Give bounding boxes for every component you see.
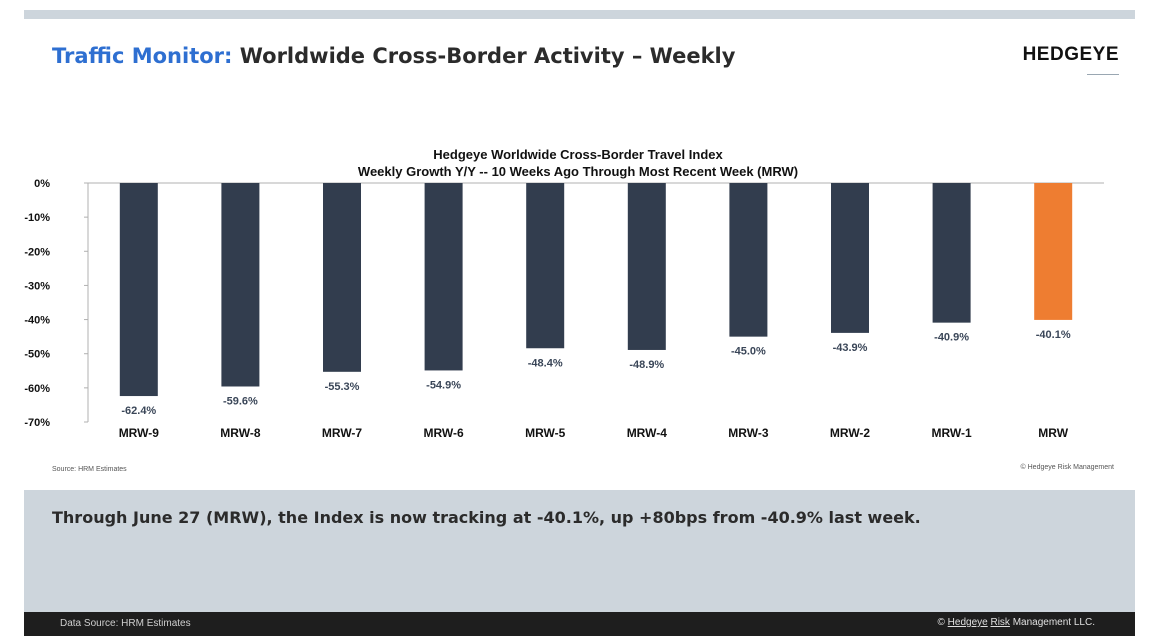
footer-copyright-prefix: ©	[937, 617, 948, 628]
footer-copyright-hedgeye: Hedgeye	[947, 617, 988, 628]
chart-title: Hedgeye Worldwide Cross-Border Travel In…	[433, 147, 723, 162]
summary-text: Through June 27 (MRW), the Index is now …	[52, 508, 921, 527]
x-tick-label: MRW-5	[525, 426, 566, 440]
footer-copyright: © Hedgeye Risk Management LLC.	[938, 617, 1095, 628]
data-label: -43.9%	[833, 342, 868, 354]
y-tick-label: 0%	[34, 178, 50, 190]
x-tick-label: MRW	[1038, 426, 1068, 440]
x-tick-label: MRW-1	[931, 426, 972, 440]
bar	[424, 183, 463, 371]
bar	[526, 183, 565, 349]
footer-copyright-risk: Risk	[990, 617, 1010, 628]
chart-body: 0%-10%-20%-30%-40%-50%-60%-70%-62.4%MRW-…	[24, 178, 1104, 440]
bar	[119, 183, 158, 397]
slide-title-rest: Worldwide Cross-Border Activity – Weekly	[232, 44, 736, 68]
bar-chart: Hedgeye Worldwide Cross-Border Travel In…	[24, 140, 1135, 480]
x-tick-label: MRW-2	[830, 426, 871, 440]
data-label: -48.4%	[528, 357, 563, 369]
y-tick-label: -70%	[24, 417, 50, 429]
x-tick-label: MRW-4	[627, 426, 668, 440]
x-tick-label: MRW-8	[220, 426, 261, 440]
hedgeye-logo: HEDGEYE	[1022, 44, 1119, 65]
bar	[1034, 183, 1073, 320]
y-tick-label: -20%	[24, 246, 50, 258]
y-tick-label: -60%	[24, 383, 50, 395]
data-label: -48.9%	[629, 359, 664, 371]
bar	[627, 183, 666, 350]
bar	[729, 183, 768, 337]
bar	[932, 183, 971, 323]
x-tick-label: MRW-9	[119, 426, 160, 440]
data-label: -40.1%	[1036, 329, 1071, 341]
x-tick-label: MRW-3	[728, 426, 769, 440]
x-tick-label: MRW-7	[322, 426, 363, 440]
bar	[221, 183, 260, 387]
slide-title-accent: Traffic Monitor:	[52, 44, 233, 68]
top-accent-bar	[24, 10, 1135, 19]
bar	[323, 183, 361, 372]
data-label: -62.4%	[121, 405, 156, 417]
chart-subtitle: Weekly Growth Y/Y -- 10 Weeks Ago Throug…	[358, 164, 798, 179]
summary-panel: Through June 27 (MRW), the Index is now …	[24, 490, 1135, 612]
data-label: -45.0%	[731, 346, 766, 358]
data-label: -55.3%	[325, 381, 360, 393]
x-tick-label: MRW-6	[423, 426, 464, 440]
chart-svg: Hedgeye Worldwide Cross-Border Travel In…	[24, 147, 1104, 440]
footer-copyright-suffix: Management LLC.	[1009, 617, 1095, 628]
footer-bar: Data Source: HRM Estimates © Hedgeye Ris…	[24, 612, 1135, 636]
chart-copyright-note: © Hedgeye Risk Management	[1020, 464, 1114, 471]
data-label: -59.6%	[223, 395, 258, 407]
footer-data-source: Data Source: HRM Estimates	[60, 618, 191, 629]
bar	[831, 183, 869, 333]
data-label: -54.9%	[426, 379, 461, 391]
y-tick-label: -40%	[24, 315, 50, 327]
y-tick-label: -50%	[24, 349, 50, 361]
slide-title: Traffic Monitor: Worldwide Cross-Border …	[52, 44, 735, 68]
chart-source-note: Source: HRM Estimates	[52, 466, 127, 473]
y-tick-label: -10%	[24, 212, 50, 224]
data-label: -40.9%	[934, 332, 969, 344]
logo-underline	[1087, 74, 1119, 75]
y-tick-label: -30%	[24, 280, 50, 292]
